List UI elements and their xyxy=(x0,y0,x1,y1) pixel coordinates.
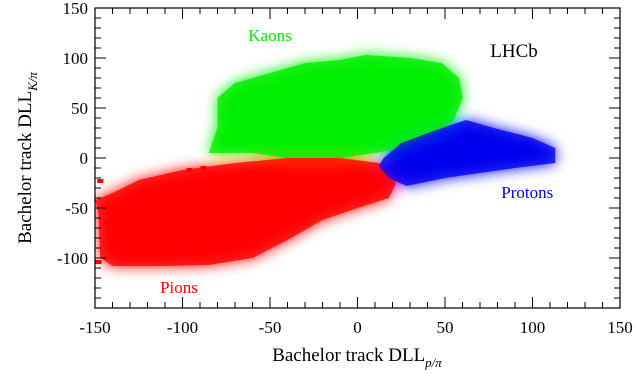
axis-ticks: -150 -100 -50 0 50 100 150 -100 -50 0 50 100 150 xyxy=(57,0,633,337)
y-axis-title-main: Bachelor track DLL xyxy=(15,91,36,244)
x-axis-title: Bachelor track DLLp/π xyxy=(272,345,442,370)
x-tick-label: 0 xyxy=(353,318,362,337)
region-label-pions: Pions xyxy=(160,278,198,297)
y-tick-label: 50 xyxy=(71,99,88,118)
region-kaons xyxy=(208,55,463,158)
x-tick-label: 150 xyxy=(607,318,633,337)
y-tick-label: 150 xyxy=(63,0,89,18)
x-axis-title-main: Bachelor track DLL xyxy=(272,345,425,366)
region-protons xyxy=(378,120,556,186)
isolated-bin xyxy=(249,171,256,175)
plot-area xyxy=(95,55,556,266)
x-tick-label: -50 xyxy=(259,318,282,337)
isolated-bin xyxy=(200,166,207,170)
y-axis-title: Bachelor track DLLK/π xyxy=(15,72,40,244)
experiment-label: LHCb xyxy=(490,41,538,62)
isolated-bin xyxy=(104,221,111,225)
y-tick-label: -100 xyxy=(57,249,88,268)
region-label-kaons: Kaons xyxy=(248,26,291,45)
y-tick-label: 100 xyxy=(63,49,89,68)
x-tick-label: 100 xyxy=(520,318,546,337)
region-pions xyxy=(95,158,396,266)
x-axis-title-sub: p/π xyxy=(424,355,442,370)
y-axis-title-sub: K/π xyxy=(25,72,40,92)
y-tick-label: -50 xyxy=(65,199,88,218)
x-tick-label: -100 xyxy=(167,318,198,337)
isolated-bin xyxy=(95,260,102,264)
y-tick-label: 0 xyxy=(80,149,89,168)
x-tick-label: 50 xyxy=(437,318,454,337)
x-tick-label: -150 xyxy=(79,318,110,337)
region-label-protons: Protons xyxy=(501,183,553,202)
isolated-bin xyxy=(97,179,104,183)
isolated-bin xyxy=(186,168,193,172)
